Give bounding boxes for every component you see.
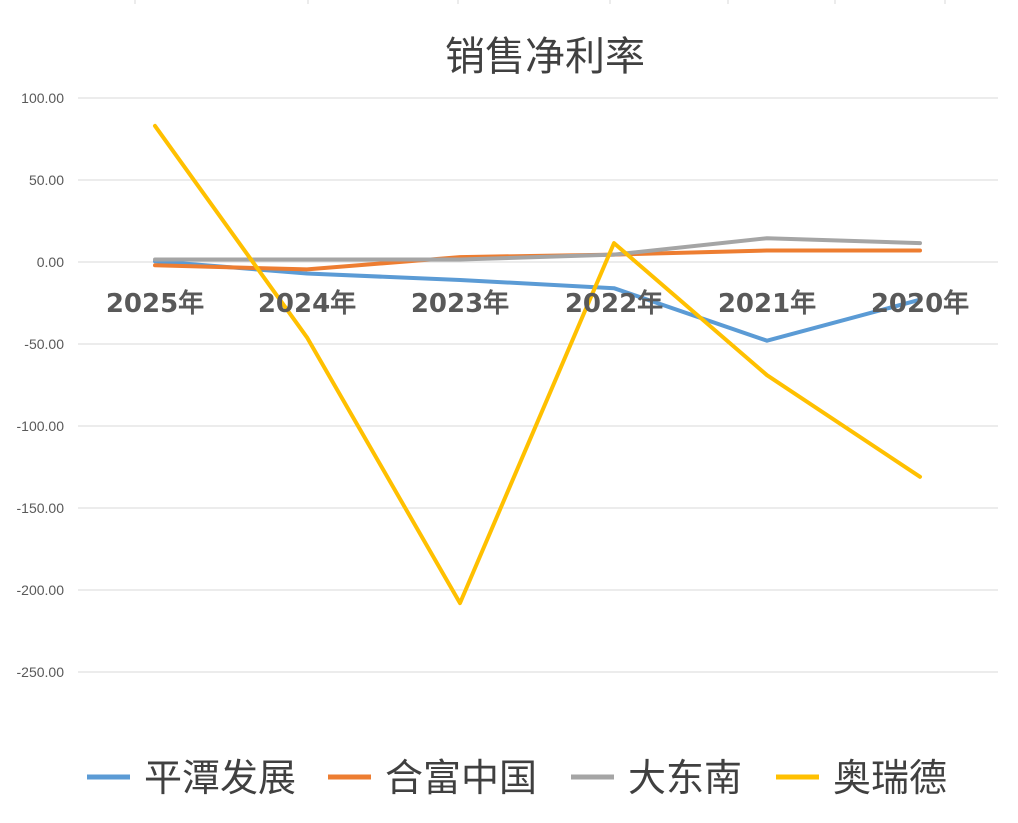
series-line-3 bbox=[153, 123, 922, 606]
y-tick-label: 100.00 bbox=[21, 90, 64, 106]
y-tick-label: -100.00 bbox=[17, 418, 65, 434]
series-line-0 bbox=[153, 259, 922, 343]
legend-label: 平潭发展 bbox=[144, 756, 296, 800]
gridlines bbox=[78, 97, 998, 673]
x-category-label: 2023年 bbox=[411, 288, 509, 319]
legend-label: 合富中国 bbox=[385, 756, 537, 800]
y-tick-label: 50.00 bbox=[29, 172, 64, 188]
y-tick-label: -150.00 bbox=[17, 500, 65, 516]
x-category-label: 2022年 bbox=[565, 288, 663, 319]
x-axis-category-labels: 2025年 2024年 2023年 2022年 2021年 2020年 bbox=[106, 288, 969, 319]
series-lines bbox=[153, 123, 922, 606]
legend: 平潭发展 合富中国 大东南 奥瑞德 bbox=[87, 756, 947, 800]
series-line-2 bbox=[153, 236, 922, 262]
y-tick-label: -200.00 bbox=[17, 582, 65, 598]
x-category-label: 2020年 bbox=[871, 288, 969, 319]
y-tick-label: -50.00 bbox=[24, 336, 64, 352]
legend-label: 大东南 bbox=[628, 756, 742, 800]
legend-label: 奥瑞德 bbox=[833, 756, 947, 800]
y-tick-label: 0.00 bbox=[37, 254, 64, 270]
top-border-ticks bbox=[134, 0, 946, 4]
x-category-label: 2021年 bbox=[718, 288, 816, 319]
x-category-label: 2025年 bbox=[106, 288, 204, 319]
chart-title: 销售净利率 bbox=[445, 34, 645, 80]
y-tick-label: -250.00 bbox=[17, 664, 65, 680]
x-category-label: 2024年 bbox=[258, 288, 356, 319]
y-axis-tick-labels: 100.00 50.00 0.00 -50.00 -100.00 -150.00 -200.… bbox=[17, 90, 65, 680]
